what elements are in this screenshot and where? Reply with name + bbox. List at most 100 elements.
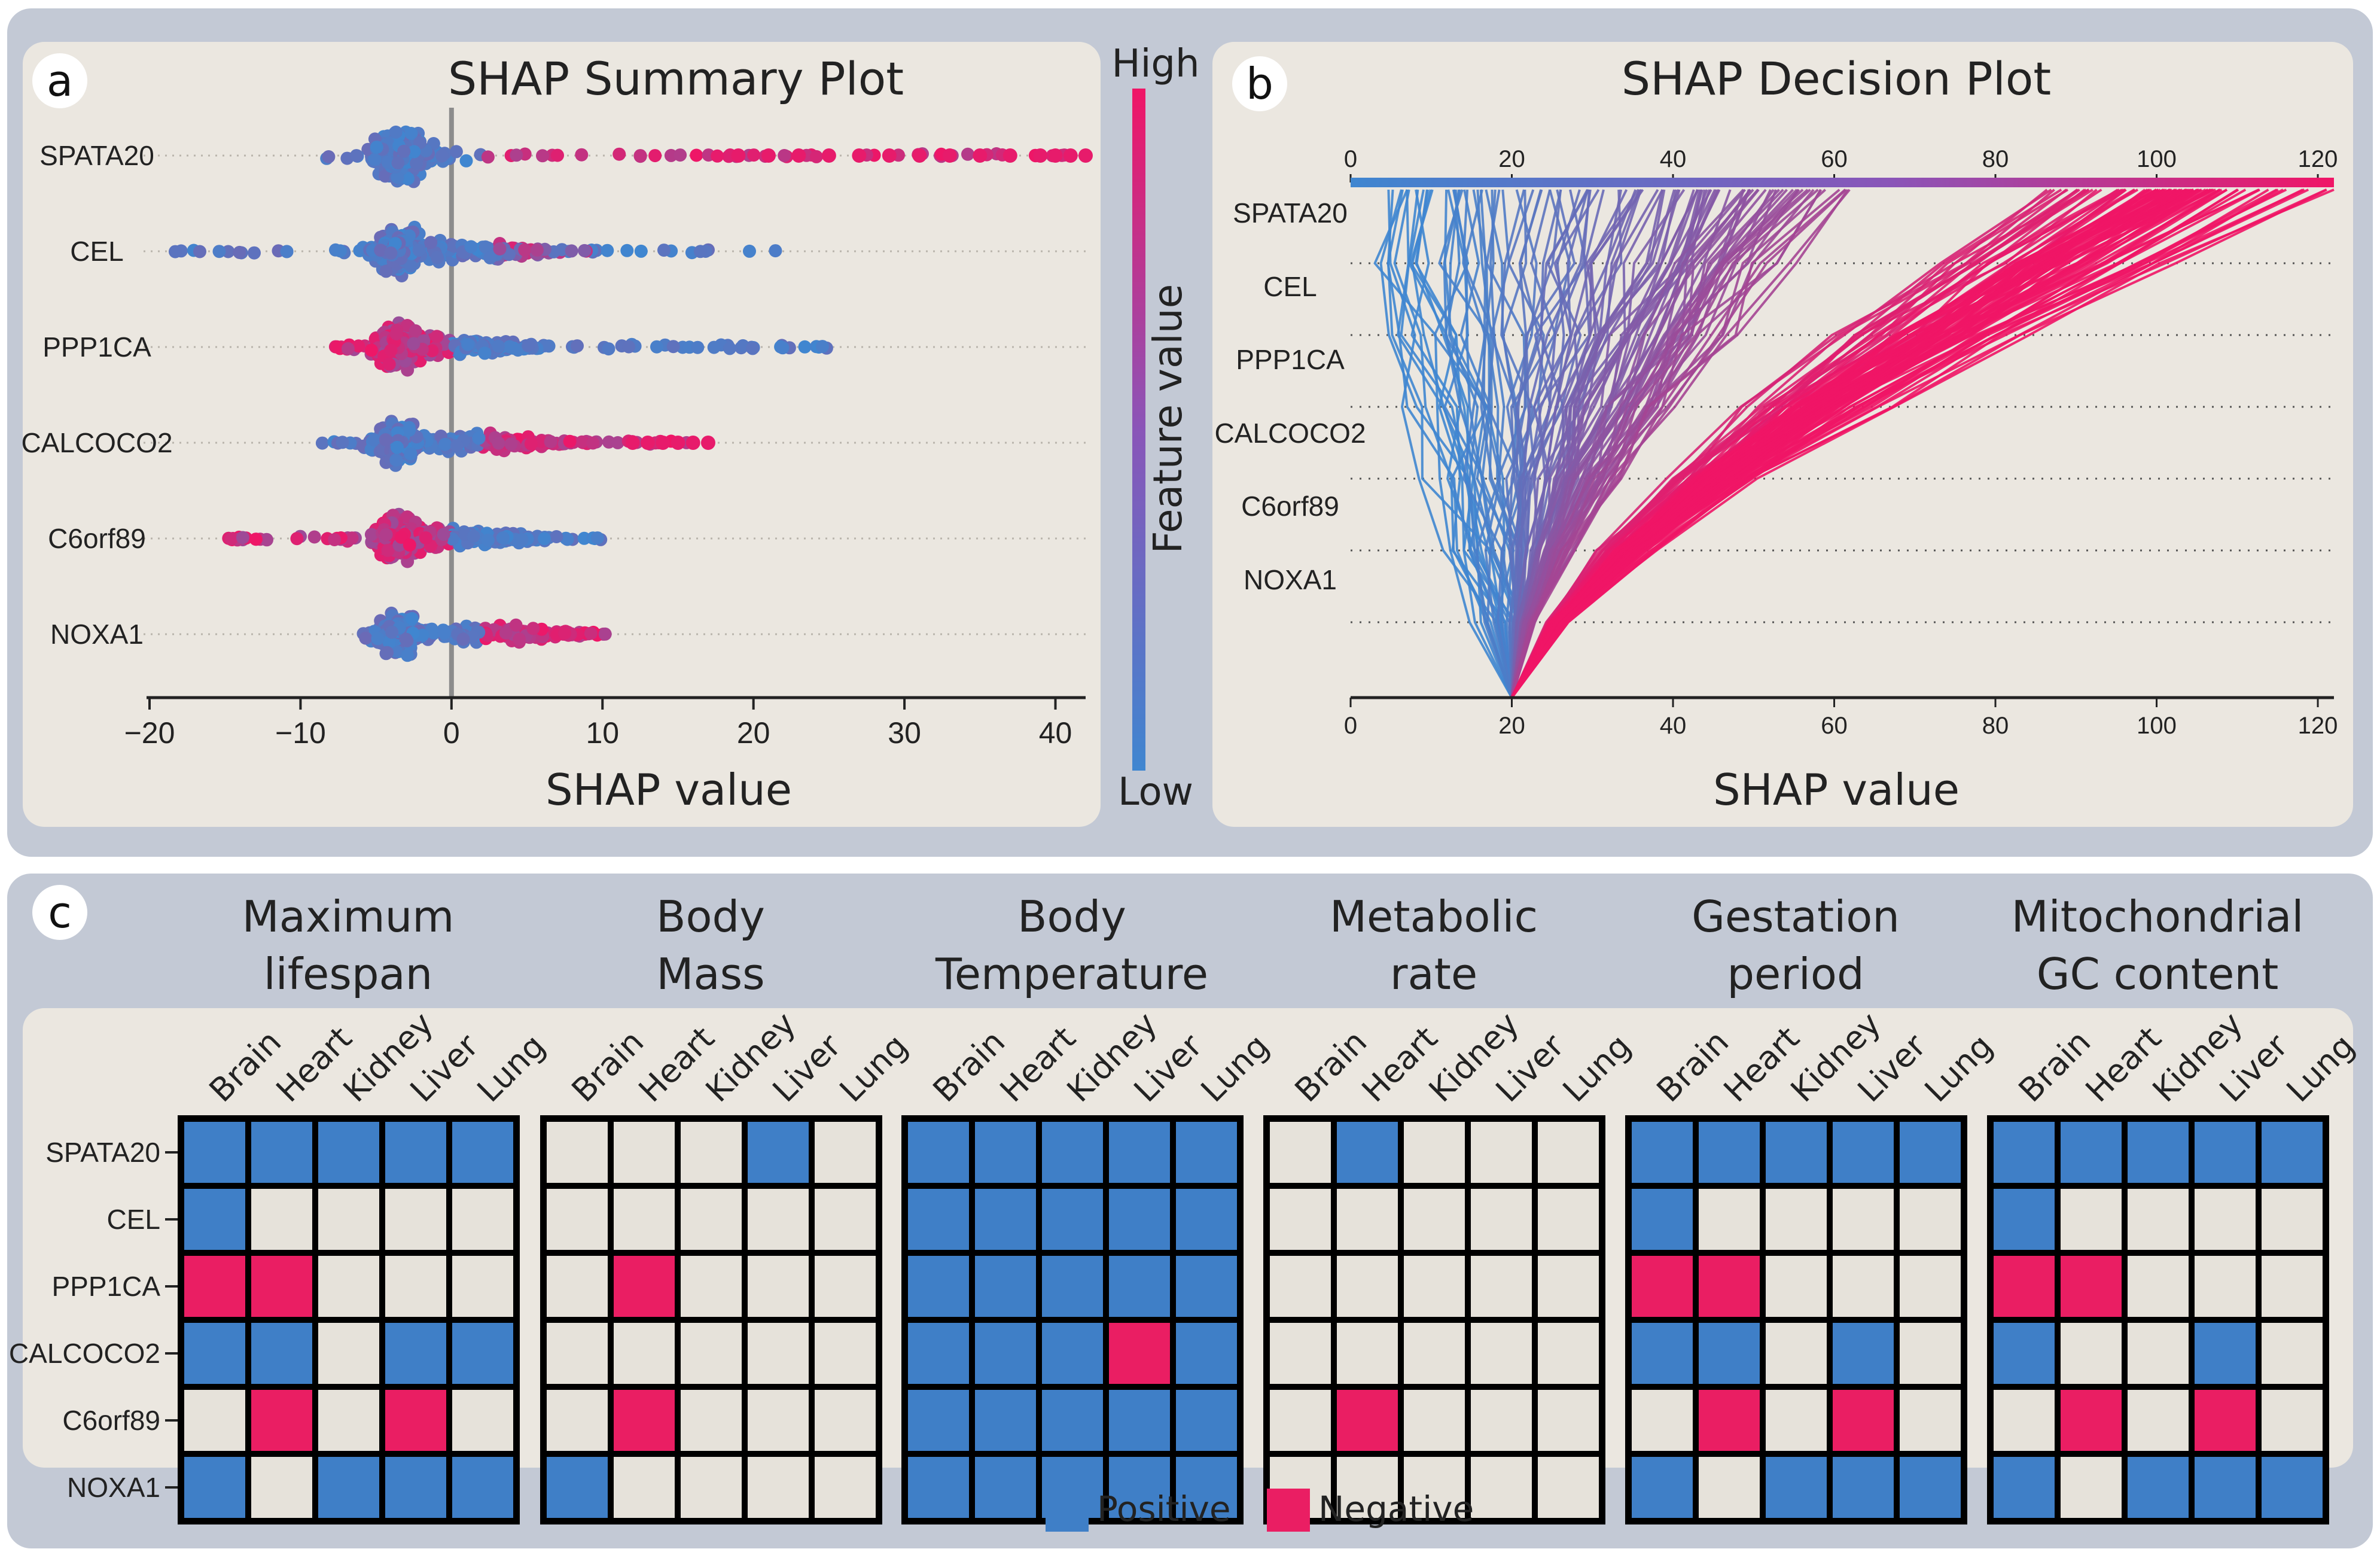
decision-plot-xlabel: SHAP value [1713, 765, 1960, 815]
svg-text:a: a [47, 56, 73, 106]
heatmap-cell [681, 1390, 742, 1451]
feature-label: CALCOCO2 [21, 427, 172, 458]
feature-label: PPP1CA [42, 331, 151, 363]
heatmap-cell [1471, 1323, 1532, 1384]
heatmap-cell [1404, 1122, 1465, 1183]
heatmap-group-title: rate [1390, 949, 1477, 999]
shap-point [382, 635, 396, 649]
shap-point [584, 626, 598, 640]
decision-plot-title: SHAP Decision Plot [1622, 52, 2051, 105]
heatmap-cell [1699, 1390, 1760, 1451]
heatmap-cell [251, 1323, 312, 1384]
decision-line [1510, 188, 1784, 698]
heatmap-cell [318, 1390, 379, 1451]
shap-point [565, 244, 578, 258]
shap-point [389, 327, 403, 340]
heatmap-cell [1699, 1457, 1760, 1518]
top-x-tick-label: 0 [1344, 146, 1357, 172]
heatmap-cell [547, 1457, 608, 1518]
heatmap-cell [908, 1122, 969, 1183]
shap-outlier-point [1063, 148, 1078, 163]
heatmap-cell [318, 1323, 379, 1384]
shap-outlier-point [1048, 148, 1063, 163]
shap-outlier-point [761, 148, 776, 163]
shap-point [513, 632, 526, 646]
shap-point [225, 532, 238, 546]
x-tick-label: 20 [737, 716, 770, 750]
decision-line [1510, 189, 1589, 698]
heatmap-group-title: Gestation [1692, 891, 1900, 942]
heatmap-group-title: Metabolic [1330, 891, 1538, 942]
feature-label: CEL [70, 236, 123, 267]
shap-point [538, 532, 551, 546]
shap-outlier-point [1033, 148, 1048, 163]
shap-point [364, 528, 378, 541]
heatmap-cell [1538, 1390, 1599, 1451]
heatmap-cell [975, 1390, 1036, 1451]
heatmap-cell [184, 1390, 245, 1451]
heatmap-cell [1766, 1122, 1827, 1183]
heatmap-cell [2195, 1457, 2256, 1518]
heatmap-cell [251, 1390, 312, 1451]
heatmap-cell [2195, 1122, 2256, 1183]
heatmap-cell [2128, 1457, 2189, 1518]
shap-point [419, 531, 432, 544]
heatmap-cell [748, 1390, 809, 1451]
shap-point [336, 436, 349, 449]
shap-point [315, 436, 329, 450]
shap-point [496, 531, 510, 544]
heatmap-cell [614, 1189, 675, 1250]
heatmap-cell [2195, 1256, 2256, 1317]
heatmap-cell [2195, 1390, 2256, 1451]
heatmap-cell [1176, 1256, 1237, 1317]
heatmap-cell [385, 1189, 446, 1250]
summary-plot-title: SHAP Summary Plot [448, 52, 904, 105]
heatmap-cell [748, 1323, 809, 1384]
decision-line [1510, 188, 1851, 698]
shap-point [391, 440, 404, 454]
heatmap-cell [184, 1189, 245, 1250]
shap-point [397, 144, 411, 158]
heatmap-cell [1337, 1189, 1398, 1250]
shap-point [502, 340, 516, 354]
shap-outlier-point [1078, 148, 1093, 163]
shap-point [478, 346, 492, 360]
heatmap-cell [748, 1189, 809, 1250]
shap-point [371, 632, 385, 646]
heatmap-cell [908, 1189, 969, 1250]
heatmap-cell [1176, 1457, 1237, 1518]
shap-point [483, 251, 497, 264]
heatmap-group-title: period [1727, 949, 1864, 999]
decision-line [1443, 189, 1513, 698]
heatmap-group-title: Mitochondrial [2012, 891, 2304, 942]
heatmap-cell [1900, 1457, 1961, 1518]
heatmap-cell [1109, 1390, 1170, 1451]
heatmap-cell [1109, 1189, 1170, 1250]
heatmap-cell [1833, 1390, 1894, 1451]
shap-outlier-point [656, 436, 671, 450]
shap-point [601, 244, 614, 257]
shap-point [690, 148, 703, 162]
shap-point [571, 339, 584, 353]
shap-point [431, 251, 444, 264]
legend-negative-swatch [1267, 1489, 1310, 1532]
decision-line [1462, 189, 1513, 698]
heatmap-frame [1987, 1115, 2329, 1524]
heatmap-cell [318, 1189, 379, 1250]
decision-line [1510, 188, 2327, 699]
shap-point [403, 538, 416, 552]
heatmap-cell [681, 1256, 742, 1317]
heatmap-cell [1176, 1323, 1237, 1384]
heatmap-cell [385, 1122, 446, 1183]
shap-point [212, 245, 226, 258]
shap-point [438, 437, 452, 451]
heatmap-cell [1337, 1390, 1398, 1451]
shap-point [322, 150, 336, 163]
heatmap-cell [1404, 1189, 1465, 1250]
shap-point [384, 246, 398, 260]
shap-point [560, 532, 574, 546]
heatmap-cell [1538, 1256, 1599, 1317]
heatmap-cell [2262, 1256, 2323, 1317]
shap-point [430, 330, 444, 343]
heatmap-cell [1994, 1457, 2055, 1518]
